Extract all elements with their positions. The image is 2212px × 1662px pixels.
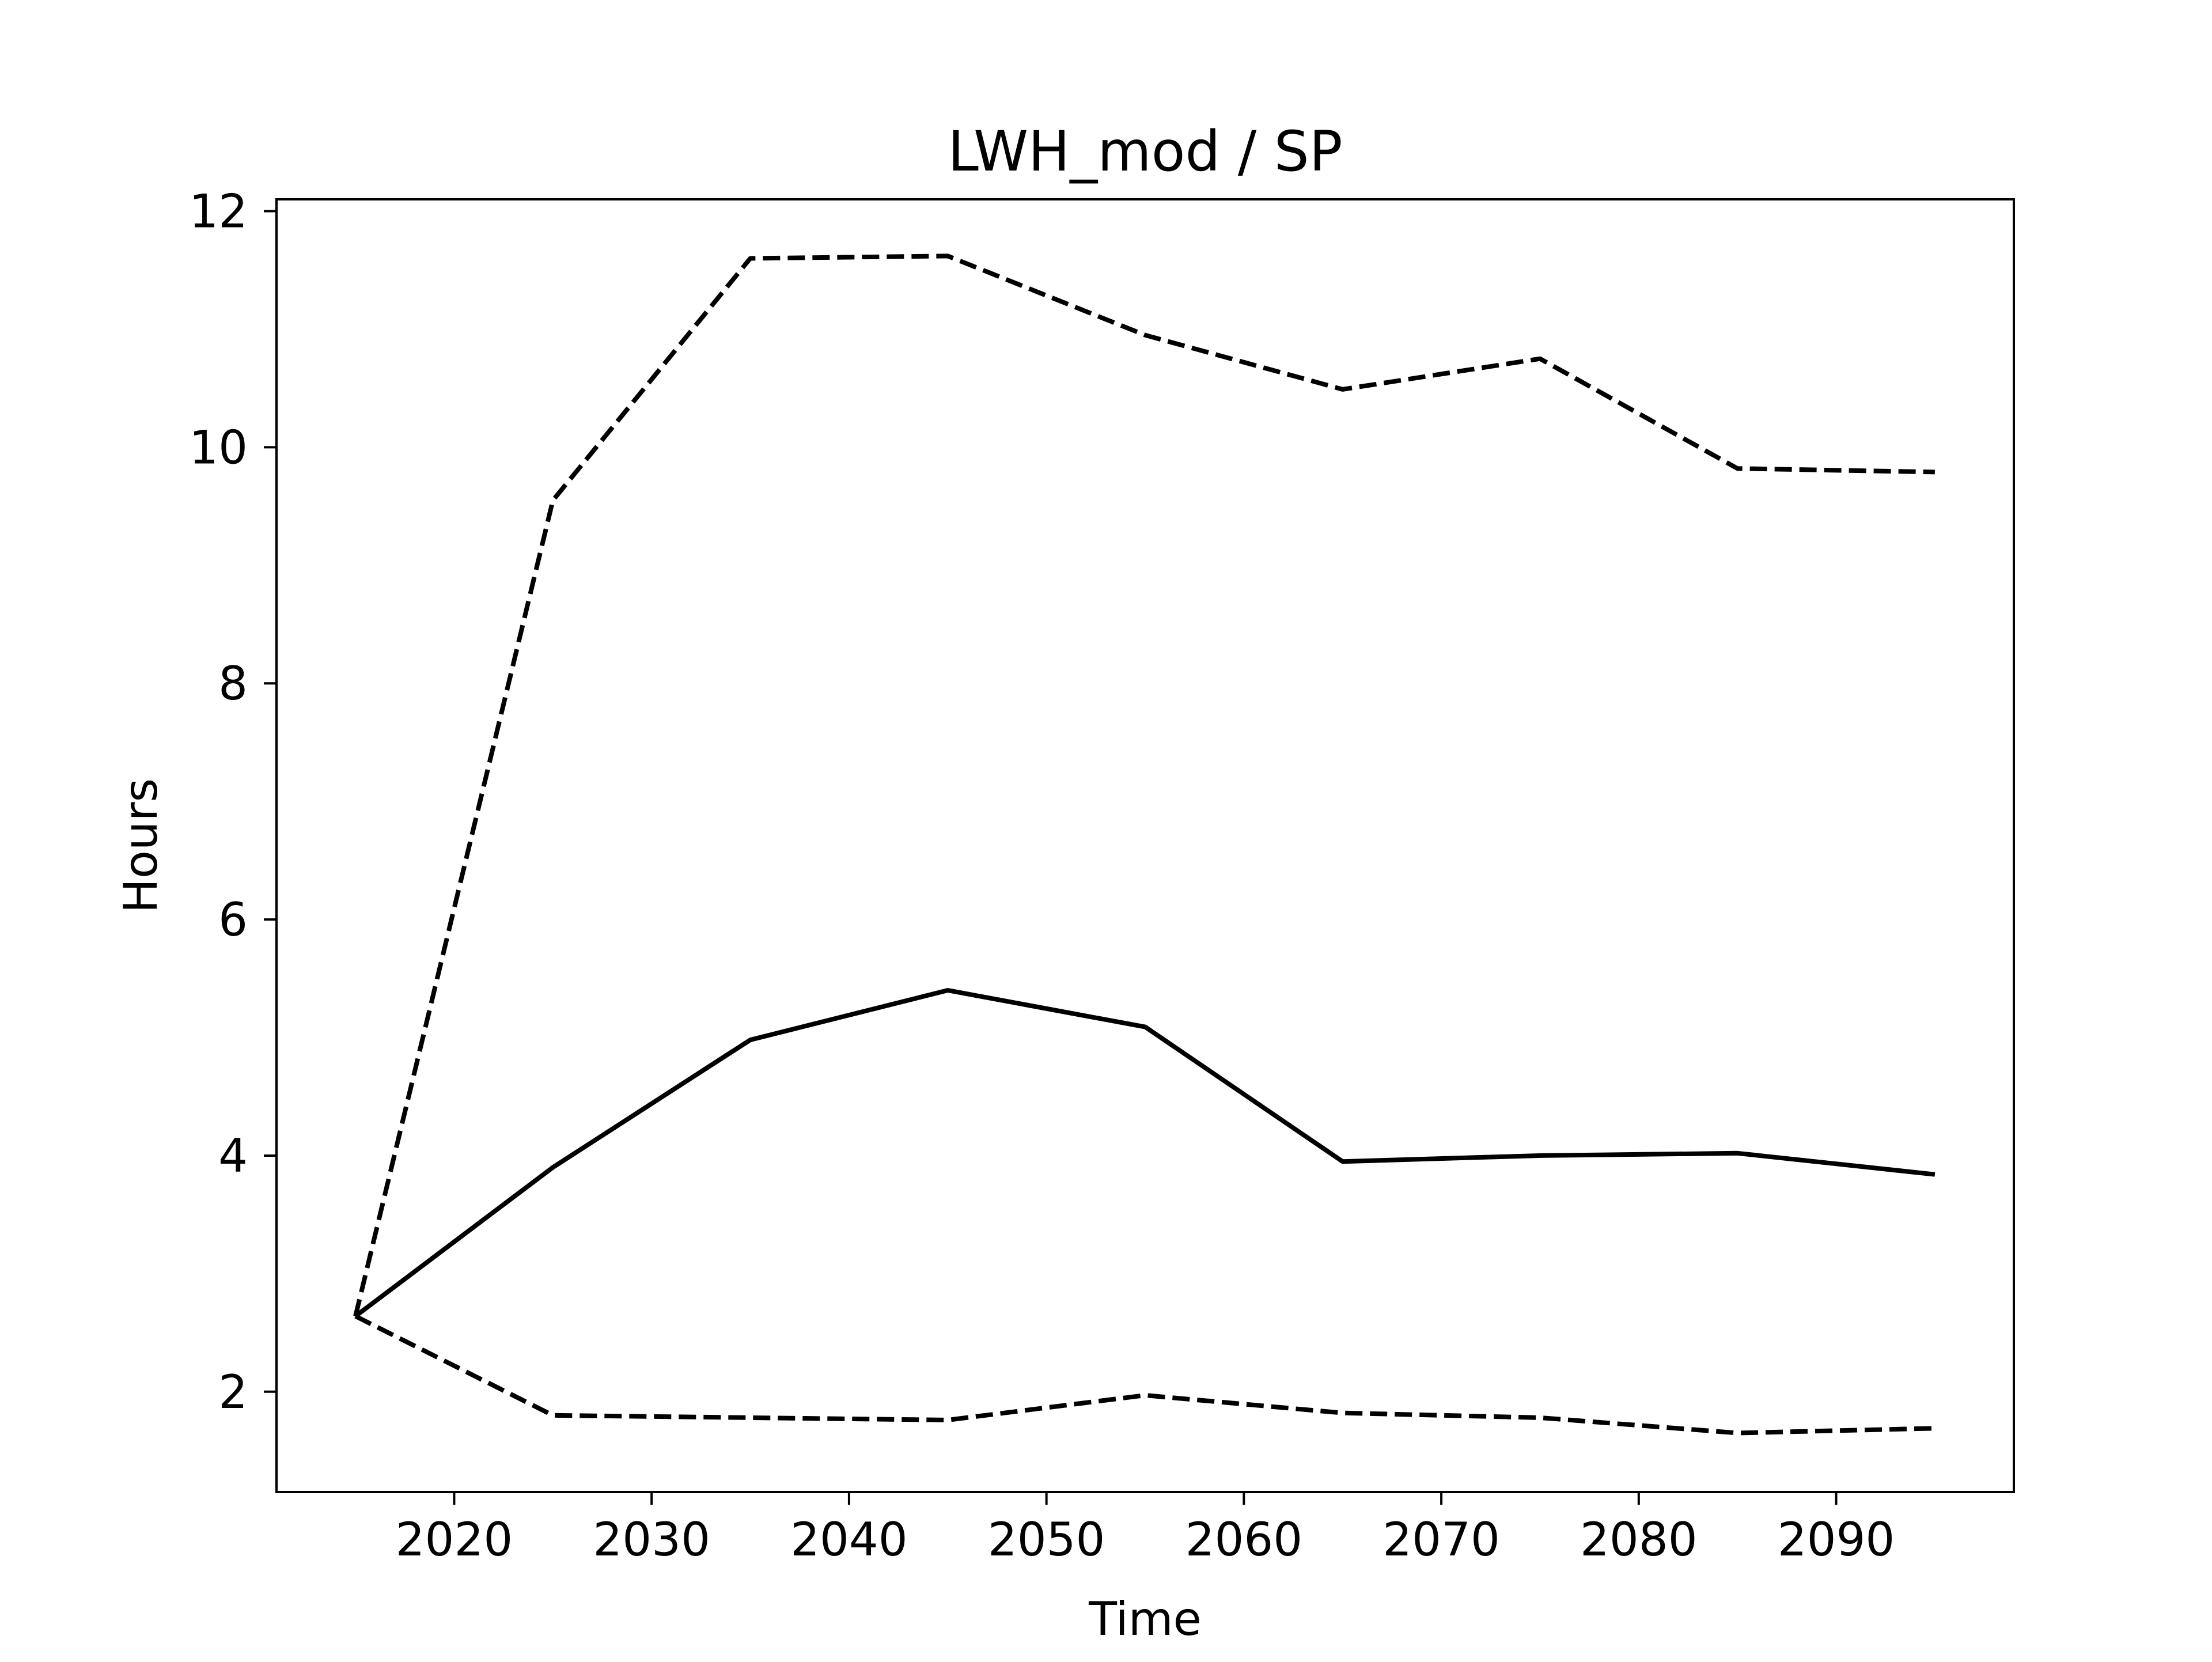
chart-title: LWH_mod / SP (948, 119, 1342, 184)
x-tick-label: 2030 (593, 1513, 710, 1566)
series-line-2-dashed (353, 253, 1935, 1317)
x-tick-label: 2080 (1580, 1513, 1698, 1566)
x-tick-label: 2070 (1382, 1513, 1500, 1566)
x-tick-label: 2060 (1185, 1513, 1303, 1566)
y-axis: 2 4 6 8 10 12 (189, 184, 276, 1419)
plot-frame (275, 198, 2015, 1493)
y-tick-label: 6 (218, 893, 248, 947)
y-tick-label: 8 (218, 657, 248, 710)
y-tick-label: 2 (218, 1365, 248, 1419)
x-tick-label: 2040 (790, 1513, 908, 1566)
y-tick-label: 12 (189, 184, 248, 238)
y-axis-label: Hours (114, 778, 168, 913)
plot-marks (353, 253, 1936, 1436)
x-axis: 2020 2030 2040 2050 2060 2070 2080 2090 (396, 1492, 1895, 1566)
x-axis-label: Time (1088, 1592, 1202, 1646)
series-line-1-solid (354, 988, 1936, 1318)
x-tick-label: 2090 (1778, 1513, 1895, 1566)
x-tick-label: 2050 (988, 1513, 1105, 1566)
y-tick-label: 10 (189, 421, 248, 474)
x-tick-label: 2020 (396, 1513, 513, 1566)
series-line-3-dashed (354, 1314, 1935, 1436)
y-tick-label: 4 (218, 1129, 248, 1183)
